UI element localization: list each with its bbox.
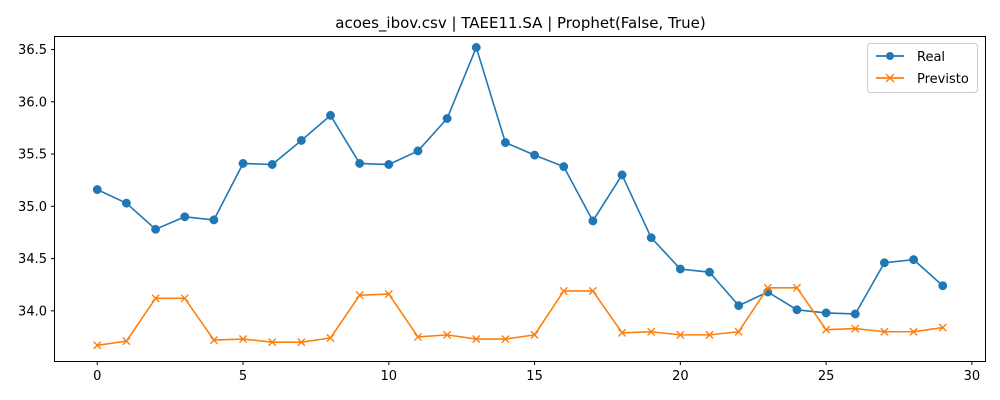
data-point-previsto: [647, 327, 656, 336]
data-point-previsto: [617, 328, 627, 337]
data-point-previsto: [472, 334, 481, 344]
data-point-real: [588, 216, 598, 226]
data-point-real: [821, 308, 831, 318]
legend: Real Previsto: [867, 43, 978, 93]
data-point-previsto: [93, 341, 102, 350]
data-point-previsto: [151, 294, 160, 303]
y-tick-label: 34.5: [18, 252, 47, 267]
data-point-real: [442, 114, 452, 123]
data-point-real: [500, 138, 510, 148]
data-point-previsto: [238, 334, 248, 344]
data-point-previsto: [792, 283, 802, 292]
data-point-real: [209, 215, 219, 225]
data-point-previsto: [209, 336, 218, 345]
data-point-real: [92, 185, 102, 195]
y-tick-label: 35.0: [18, 200, 47, 215]
data-point-real: [151, 224, 161, 234]
series-line-real: [96, 46, 944, 315]
x-tick-label: 20: [672, 369, 689, 384]
legend-label-real: Real: [917, 50, 945, 65]
legend-marker-real: [886, 52, 894, 60]
series-line-previsto: [97, 287, 943, 347]
data-point-real: [384, 160, 394, 169]
data-point-real: [559, 162, 569, 172]
data-point-real: [326, 110, 335, 120]
data-point-real: [675, 264, 685, 274]
data-point-real: [734, 301, 744, 311]
data-point-previsto: [880, 327, 889, 336]
data-point-previsto: [676, 330, 685, 339]
data-point-previsto: [297, 338, 306, 347]
data-point-previsto: [180, 294, 189, 303]
data-point-previsto: [734, 327, 743, 336]
data-point-real: [355, 159, 365, 168]
data-point-real: [617, 170, 627, 180]
data-point-real: [238, 159, 248, 168]
data-point-previsto: [501, 334, 510, 344]
data-point-previsto: [588, 286, 597, 296]
chart-title: acoes_ibov.csv | TAEE11.SA | Prophet(Fal…: [335, 14, 705, 33]
data-point-real: [646, 233, 656, 243]
data-point-real: [792, 305, 802, 315]
data-point-previsto: [355, 291, 364, 300]
plot-area-frame: [54, 36, 986, 362]
data-point-real: [267, 160, 277, 169]
data-point-real: [121, 198, 131, 208]
data-point-previsto: [326, 333, 335, 343]
data-point-real: [413, 146, 423, 156]
data-point-previsto: [705, 330, 714, 339]
x-tick-label: 5: [239, 369, 247, 384]
data-point-previsto: [413, 332, 423, 342]
data-point-real: [705, 267, 714, 277]
y-tick-label: 34.0: [18, 304, 47, 319]
y-tick-label: 35.5: [18, 148, 47, 163]
x-tick-label: 30: [964, 369, 981, 384]
y-tick-label: 36.5: [18, 43, 47, 58]
data-point-real: [180, 212, 190, 222]
data-point-real: [850, 309, 860, 319]
data-point-previsto: [443, 330, 452, 339]
x-tick-label: 0: [93, 369, 101, 384]
data-point-previsto: [909, 327, 918, 336]
x-tick-label: 15: [526, 369, 543, 384]
legend-label-previsto: Previsto: [917, 72, 969, 87]
data-point-real: [938, 281, 948, 291]
data-point-previsto: [822, 325, 831, 334]
legend-marker-previsto: [885, 73, 895, 83]
data-point-previsto: [851, 324, 860, 333]
data-point-previsto: [122, 337, 131, 346]
data-point-previsto: [530, 330, 539, 339]
data-point-previsto: [938, 323, 947, 332]
x-tick-label: 10: [381, 369, 398, 384]
y-tick-label: 36.0: [18, 95, 47, 110]
data-point-real: [296, 136, 306, 145]
data-point-previsto: [384, 290, 393, 299]
x-tick-label: 25: [818, 369, 835, 384]
data-point-real: [530, 150, 540, 160]
data-point-real: [471, 43, 481, 52]
data-point-previsto: [559, 286, 568, 296]
data-point-real: [909, 255, 919, 265]
data-point-previsto: [268, 338, 277, 347]
data-point-previsto: [763, 283, 772, 292]
data-point-real: [879, 258, 889, 268]
